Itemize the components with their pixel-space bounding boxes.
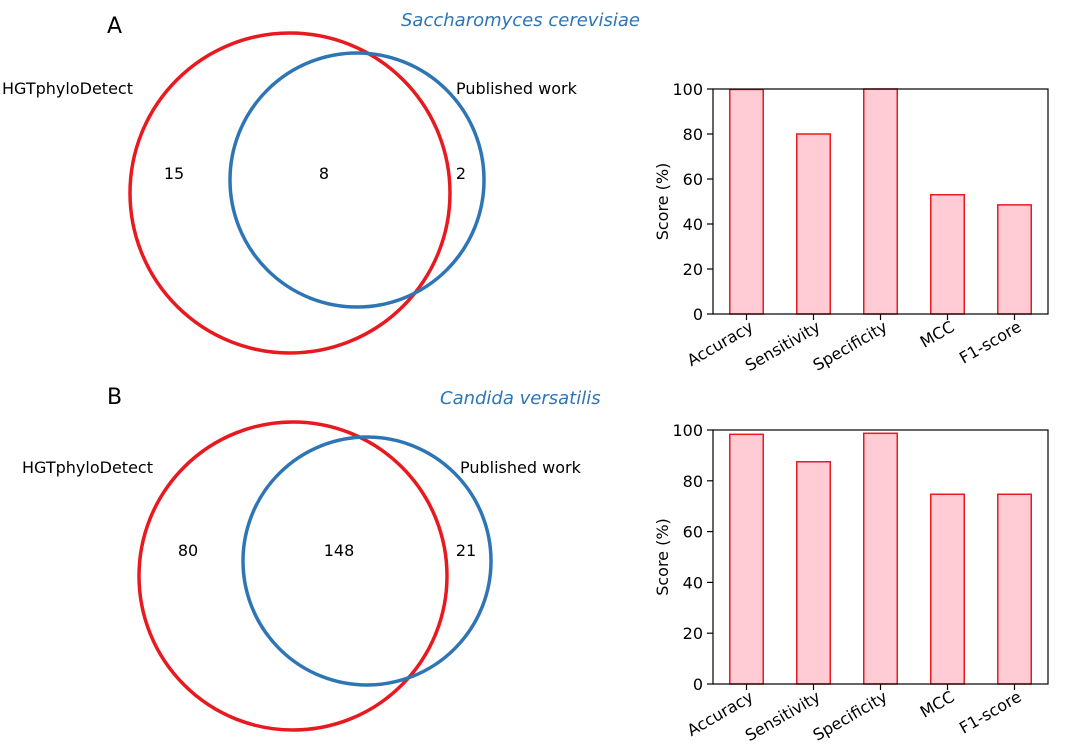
bar-b-f1-score: [997, 493, 1032, 685]
xtick-label-b: MCC: [917, 687, 958, 722]
bar-b-specificity: [863, 432, 898, 685]
ytick-label-a: 20: [683, 260, 703, 279]
xtick-label-a: Specificity: [810, 317, 891, 375]
ytick-label-a: 60: [683, 170, 703, 189]
xtick-label-b: Sensitivity: [742, 687, 824, 745]
xtick-label-a: F1-score: [956, 317, 1025, 368]
ytick-label-b: 40: [683, 573, 703, 592]
ytick-label-b: 80: [683, 472, 703, 491]
venn-b-right-circle: [241, 435, 493, 687]
bar-a-mcc: [930, 194, 965, 315]
venn-a-right-circle: [228, 51, 486, 309]
panel-b-letter: B: [107, 385, 122, 410]
venn-b-left-only-count: 80: [178, 541, 198, 560]
venn-b-right-only-count: 21: [456, 541, 476, 560]
venn-b-left-circle: [137, 420, 449, 732]
xtick-label-a: MCC: [917, 317, 958, 352]
bar-b-accuracy: [729, 433, 764, 685]
venn-b-right-label: Published work: [460, 458, 582, 477]
bar-b-sensitivity: [796, 461, 831, 685]
venn-a-left-only-count: 15: [164, 164, 184, 183]
y-axis-label-a: Score (%): [653, 163, 672, 241]
panel-a-letter: A: [107, 14, 122, 39]
ytick-label-a: 80: [683, 125, 703, 144]
xtick-label-b: F1-score: [956, 687, 1025, 738]
panel-a-species: Saccharomyces cerevisiae: [401, 10, 640, 31]
panel-b-species: Candida versatilis: [440, 388, 601, 409]
ytick-label-b: 60: [683, 523, 703, 542]
ytick-label-b: 20: [683, 624, 703, 643]
ytick-label-a: 100: [672, 80, 703, 99]
y-axis-label-b: Score (%): [653, 518, 672, 596]
bar-a-accuracy: [729, 88, 764, 315]
venn-a-right-only-count: 2: [456, 164, 466, 183]
bar-a-specificity: [863, 88, 898, 315]
venn-a-left-circle: [128, 31, 452, 355]
bar-a-sensitivity: [796, 133, 831, 315]
xtick-label-a: Sensitivity: [742, 317, 824, 375]
ytick-label-b: 100: [672, 421, 703, 440]
bar-chart-b: 020406080100AccuracySensitivitySpecifici…: [653, 421, 1049, 745]
ytick-label-a: 0: [693, 305, 703, 324]
venn-b-overlap-count: 148: [324, 541, 355, 560]
bar-b-mcc: [930, 493, 965, 685]
xtick-label-b: Specificity: [810, 687, 891, 745]
venn-a-left-label: HGTphyloDetect: [2, 79, 133, 98]
ytick-label-a: 40: [683, 215, 703, 234]
venn-b-left-label: HGTphyloDetect: [22, 458, 153, 477]
venn-a-overlap-count: 8: [319, 164, 329, 183]
bar-a-f1-score: [997, 204, 1032, 315]
ytick-label-b: 0: [693, 675, 703, 694]
bar-chart-a: 020406080100AccuracySensitivitySpecifici…: [653, 80, 1049, 375]
venn-a-right-label: Published work: [456, 79, 578, 98]
